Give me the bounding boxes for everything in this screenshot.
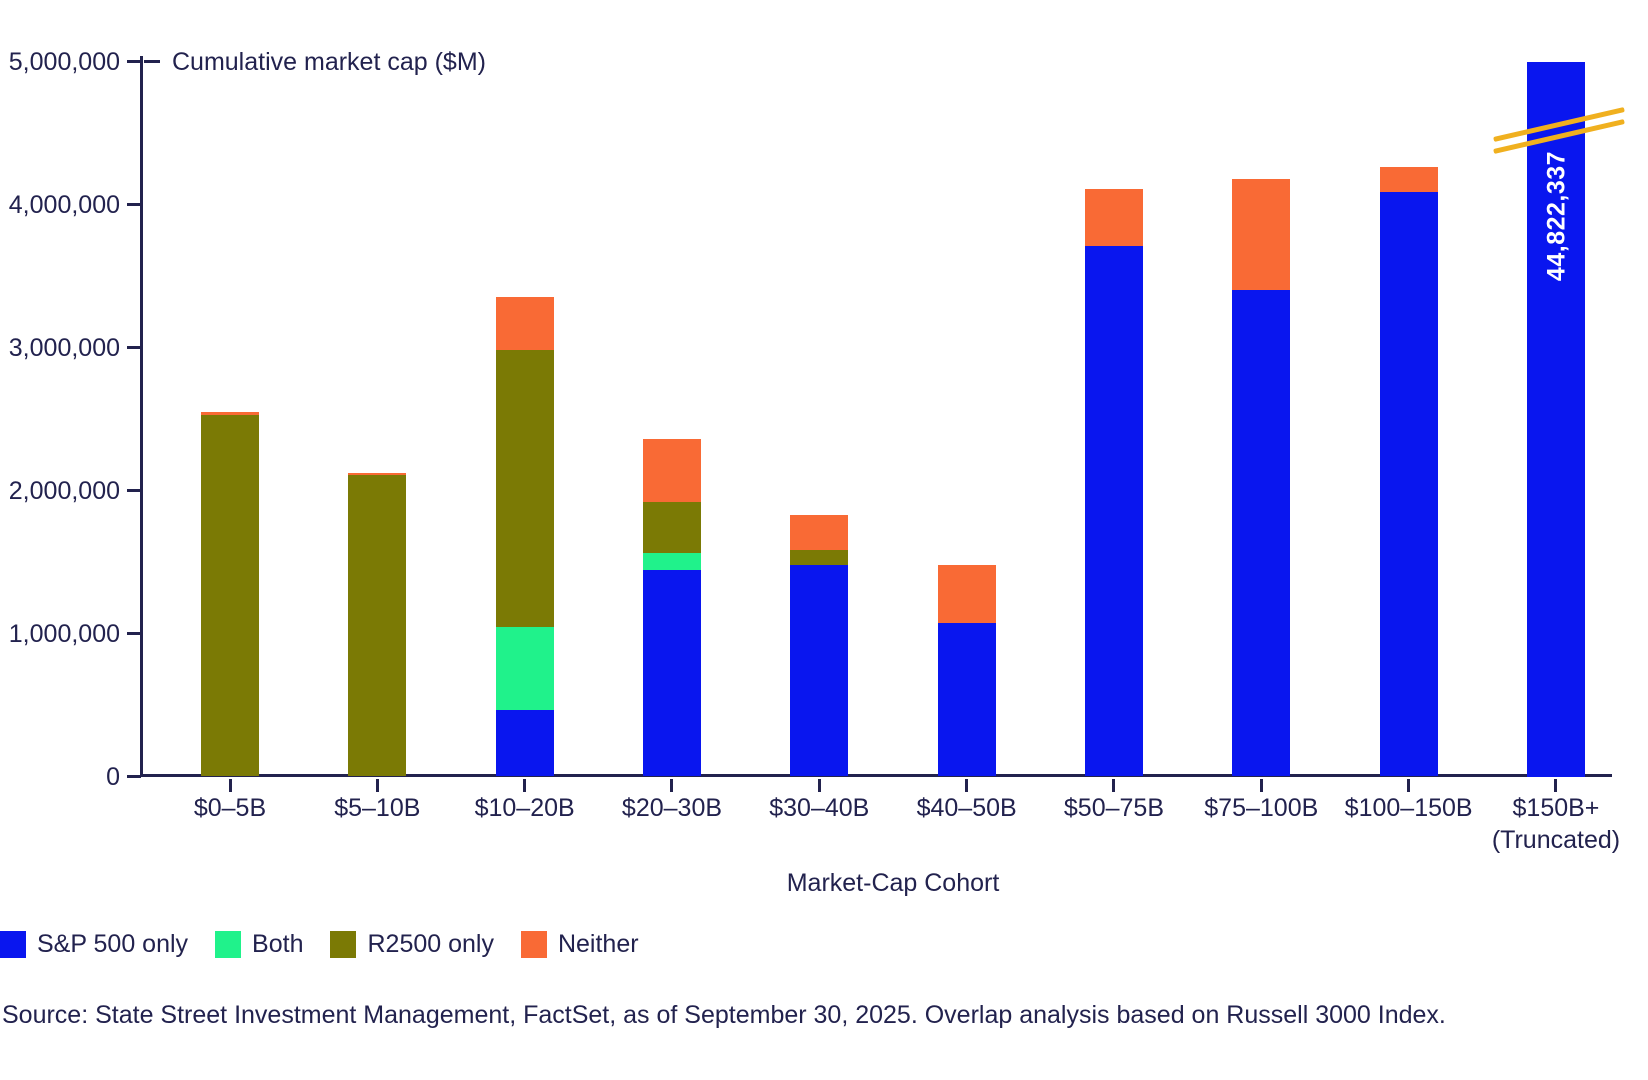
x-tick-mark bbox=[1407, 779, 1411, 792]
x-axis-title: Market-Cap Cohort bbox=[786, 869, 1000, 897]
x-tick-label: $30–40B bbox=[769, 794, 870, 822]
y-tick-label: 3,000,000 bbox=[8, 333, 120, 362]
legend-item-r2500-only: R2500 only bbox=[330, 930, 494, 958]
legend-item-both: Both bbox=[215, 931, 303, 958]
x-tick-mark bbox=[375, 779, 379, 792]
bar-segment-neither bbox=[1379, 166, 1438, 192]
x-tick-label: $10–20B bbox=[474, 794, 575, 822]
bar-segment-s-p-500-only bbox=[1232, 289, 1291, 777]
x-tick-label: $75–100B bbox=[1204, 794, 1319, 822]
y-tick-label: 5,000,000 bbox=[8, 47, 120, 76]
legend-label-s-p-500-only: S&P 500 only bbox=[37, 930, 189, 958]
x-tick-label: $50–75B bbox=[1063, 794, 1165, 822]
x-tick-mark bbox=[228, 779, 232, 792]
bar-segment-neither bbox=[790, 514, 849, 550]
y-tick-mark-right bbox=[144, 60, 160, 63]
y-tick-label: 2,000,000 bbox=[8, 476, 120, 505]
legend-item-s-p-500-only: S&P 500 only bbox=[0, 931, 188, 958]
x-tick-mark bbox=[523, 779, 527, 792]
x-tick-label: $150B+ (Truncated) bbox=[1446, 792, 1648, 856]
legend-label-both: Both bbox=[252, 930, 304, 958]
y-axis-line bbox=[140, 56, 143, 777]
y-tick-mark bbox=[127, 775, 141, 778]
bar-segment-neither bbox=[1232, 178, 1291, 290]
x-axis-line bbox=[140, 774, 1612, 777]
y-axis-title: Cumulative market cap ($M) bbox=[172, 48, 486, 76]
bar-segment-r2500-only bbox=[642, 501, 701, 553]
legend-label-neither: Neither bbox=[557, 930, 639, 958]
bar-segment-s-p-500-only bbox=[790, 564, 849, 777]
x-tick-mark bbox=[965, 779, 969, 792]
x-tick-label: $100–150B bbox=[1344, 794, 1473, 822]
bar-segment-neither bbox=[348, 473, 407, 476]
bar-segment-s-p-500-only bbox=[495, 710, 554, 777]
x-tick-mark bbox=[1554, 779, 1558, 792]
bar-segment-s-p-500-only bbox=[642, 569, 701, 777]
bar-segment-r2500-only bbox=[348, 475, 407, 777]
bar-segment-r2500-only bbox=[201, 414, 259, 777]
legend-item-neither: Neither bbox=[520, 930, 639, 958]
x-tick-label: $0–5B bbox=[193, 794, 267, 822]
bar-segment-neither bbox=[642, 439, 701, 502]
legend-swatch-s-p-500-only bbox=[0, 931, 26, 958]
legend: S&P 500 only Both R2500 only Neither bbox=[0, 931, 639, 958]
y-tick-mark bbox=[127, 346, 141, 349]
x-tick-label: $5–10B bbox=[334, 794, 421, 822]
truncated-bar-value-label: 44,822,337 bbox=[1542, 150, 1571, 282]
x-tick-mark bbox=[817, 779, 821, 792]
bar-segment-neither bbox=[937, 564, 996, 623]
bar-segment-neither bbox=[495, 297, 554, 350]
x-tick-label: $40–50B bbox=[916, 794, 1017, 822]
x-tick-mark bbox=[670, 779, 674, 792]
bar-segment-both bbox=[642, 552, 701, 570]
x-tick-mark bbox=[1259, 779, 1263, 792]
bar-segment-both bbox=[495, 627, 554, 710]
y-tick-label: 4,000,000 bbox=[8, 190, 120, 219]
legend-swatch-neither bbox=[520, 931, 547, 958]
bar-segment-neither bbox=[1084, 188, 1143, 246]
x-tick-label-truncated-note: (Truncated) bbox=[1491, 826, 1621, 854]
y-tick-mark bbox=[127, 60, 141, 63]
y-tick-mark bbox=[127, 203, 141, 206]
x-tick-mark bbox=[1112, 779, 1116, 792]
bar-segment-s-p-500-only bbox=[1084, 245, 1143, 777]
bar-segment-r2500-only bbox=[790, 549, 849, 565]
bar-segment-neither bbox=[201, 411, 259, 415]
legend-label-r2500-only: R2500 only bbox=[367, 930, 494, 958]
bar-segment-s-p-500-only bbox=[1526, 61, 1585, 777]
source-note: Source: State Street Investment Manageme… bbox=[2, 1001, 1446, 1029]
y-tick-mark bbox=[127, 632, 141, 635]
x-tick-label: $20–30B bbox=[621, 794, 723, 822]
bar-segment-s-p-500-only bbox=[1379, 191, 1438, 777]
bar-segment-r2500-only bbox=[495, 349, 554, 628]
bar-segment-s-p-500-only bbox=[937, 622, 996, 777]
y-tick-label: 1,000,000 bbox=[8, 619, 120, 648]
y-tick-label: 0 bbox=[106, 762, 120, 791]
legend-swatch-both bbox=[215, 931, 242, 958]
legend-swatch-r2500-only bbox=[330, 931, 357, 958]
y-tick-mark bbox=[127, 489, 141, 492]
